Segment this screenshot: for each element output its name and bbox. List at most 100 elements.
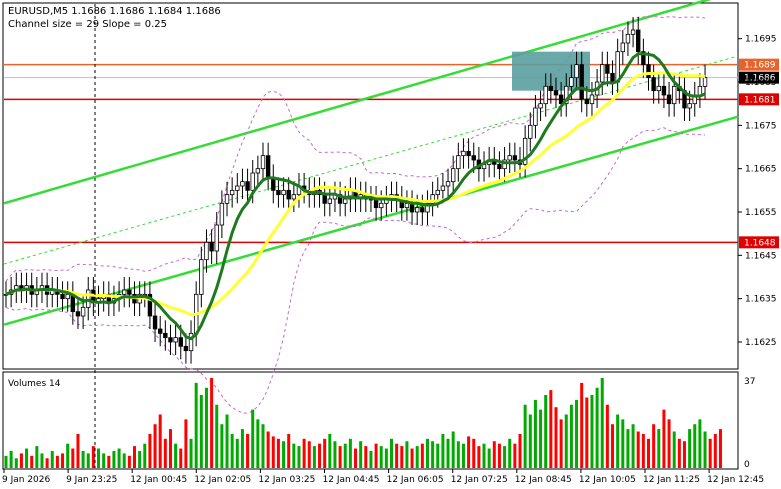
candle-body bbox=[579, 64, 584, 100]
price-tick-label: 1.1665 bbox=[745, 165, 777, 175]
upper-band bbox=[5, 16, 706, 282]
time-tick-label: 12 Jan 03:25 bbox=[258, 475, 315, 485]
candle-body bbox=[440, 185, 446, 191]
level-tag bbox=[739, 58, 779, 71]
time-tick-label: 12 Jan 00:45 bbox=[130, 475, 187, 485]
candle-body bbox=[199, 259, 204, 295]
candle-body bbox=[630, 29, 636, 35]
candle-body bbox=[600, 64, 605, 83]
price-tick-label: 1.1675 bbox=[745, 121, 777, 131]
price-tick-label: 1.1645 bbox=[745, 251, 777, 261]
volume-title: Volumes 14 bbox=[8, 379, 61, 389]
price-tick-label: 1.1685 bbox=[745, 78, 777, 88]
candle-body bbox=[414, 207, 420, 213]
time-tick-label: 12 Jan 02:05 bbox=[194, 475, 251, 485]
candle-body bbox=[214, 224, 219, 252]
candle-body bbox=[574, 64, 579, 79]
candle-body bbox=[466, 150, 471, 157]
candle-body bbox=[240, 181, 245, 187]
candle-body bbox=[702, 77, 708, 87]
candle-body bbox=[445, 181, 451, 187]
candle-body bbox=[147, 293, 153, 317]
candle-body bbox=[610, 72, 615, 83]
time-tick-label: 9 Jan 2026 bbox=[2, 475, 50, 485]
candle-body bbox=[343, 198, 348, 204]
candle-body bbox=[255, 168, 261, 174]
level-tag bbox=[739, 93, 779, 106]
time-tick-label: 12 Jan 10:05 bbox=[579, 475, 636, 485]
candle-body bbox=[425, 202, 430, 213]
candle-body bbox=[80, 306, 86, 317]
candle-body bbox=[224, 194, 230, 204]
candle-body bbox=[229, 189, 235, 196]
candle-body bbox=[322, 194, 327, 204]
candle-body bbox=[456, 155, 461, 170]
candle-body bbox=[543, 85, 548, 105]
candle-body bbox=[646, 64, 651, 79]
candle-body bbox=[281, 189, 286, 196]
candle-body bbox=[204, 241, 209, 261]
candle-body bbox=[286, 189, 291, 200]
candle-body bbox=[564, 85, 569, 105]
level-tag-label: 1.1648 bbox=[744, 238, 776, 248]
candle-body bbox=[558, 94, 564, 105]
candle-body bbox=[276, 189, 281, 196]
candle-body bbox=[641, 51, 646, 66]
price-tick-label: 1.1625 bbox=[745, 338, 777, 348]
candle-body bbox=[605, 64, 610, 74]
candle-body bbox=[507, 155, 512, 161]
candle-body bbox=[697, 85, 703, 96]
candle-body bbox=[450, 168, 456, 183]
candle-body bbox=[687, 103, 692, 109]
candle-body bbox=[420, 207, 425, 213]
candle-body bbox=[656, 85, 661, 92]
candle-body bbox=[548, 85, 554, 92]
level-tag-label: 1.1689 bbox=[744, 61, 776, 71]
candle-body bbox=[178, 337, 183, 347]
level-tag-label: 1.1681 bbox=[744, 95, 776, 105]
candle-body bbox=[75, 311, 81, 317]
candle-body bbox=[245, 181, 250, 191]
candle-body bbox=[589, 94, 595, 105]
candle-body bbox=[430, 194, 435, 204]
time-tick-label: 12 Jan 04:45 bbox=[323, 475, 380, 485]
candle-body bbox=[533, 107, 538, 126]
candle-body bbox=[672, 85, 677, 105]
candle-body bbox=[250, 172, 255, 191]
candle-body bbox=[636, 29, 641, 53]
candle-body bbox=[65, 293, 70, 300]
level-tag bbox=[739, 71, 779, 84]
time-tick-label: 12 Jan 11:25 bbox=[643, 475, 700, 485]
candle-body bbox=[168, 337, 173, 343]
candle-body bbox=[620, 42, 625, 53]
candle-body bbox=[127, 289, 132, 295]
time-tick-label: 12 Jan 06:05 bbox=[387, 475, 444, 485]
candle-body bbox=[461, 150, 466, 157]
candle-body bbox=[188, 332, 194, 352]
candle-body bbox=[471, 155, 476, 161]
candle-body bbox=[538, 103, 543, 109]
candle-body bbox=[553, 90, 559, 96]
volume-max-label: 37 bbox=[744, 377, 755, 387]
candle-body bbox=[235, 185, 240, 191]
candle-body bbox=[183, 345, 189, 352]
candle-body bbox=[152, 315, 158, 330]
candle-body bbox=[522, 137, 528, 165]
candle-body bbox=[569, 77, 574, 87]
candle-body bbox=[86, 289, 91, 308]
price-tick-label: 1.1695 bbox=[745, 35, 777, 45]
lower-band bbox=[5, 127, 706, 414]
time-tick-label: 9 Jan 23:25 bbox=[66, 475, 117, 485]
candle-body bbox=[173, 337, 178, 343]
channel-midline bbox=[3, 55, 739, 265]
candle-body bbox=[163, 332, 168, 339]
candle-body bbox=[291, 194, 297, 200]
candle-body bbox=[260, 155, 266, 170]
candle-body bbox=[512, 155, 518, 161]
candle-body bbox=[584, 98, 590, 105]
time-tick-label: 12 Jan 08:45 bbox=[515, 475, 572, 485]
candle-body bbox=[157, 328, 163, 334]
candle-body bbox=[625, 33, 631, 44]
